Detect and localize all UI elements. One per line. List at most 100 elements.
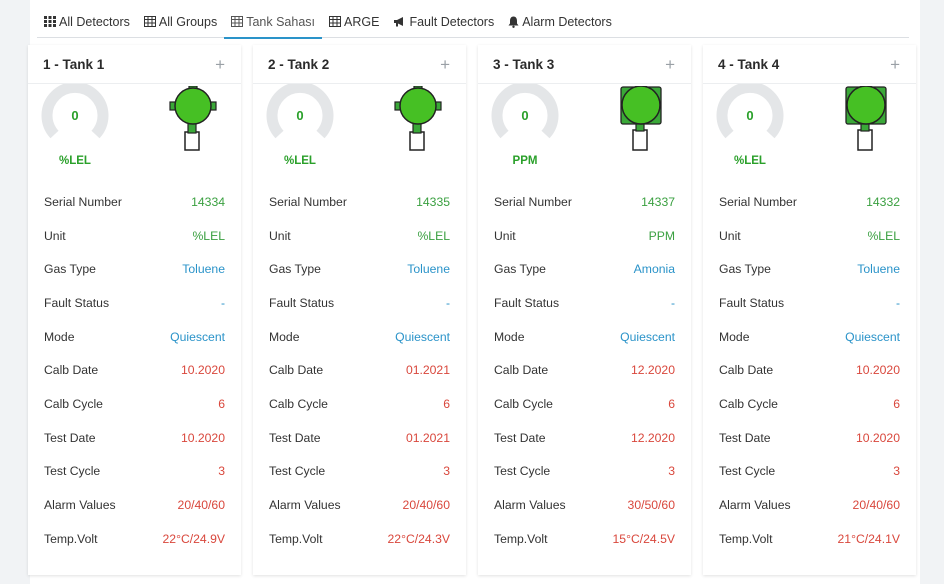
row-unit: Unit %LEL xyxy=(269,219,450,253)
row-gas-type: Gas Type Toluene xyxy=(44,252,225,286)
calb-cycle-value: 6 xyxy=(443,396,450,411)
calb-cycle-label: Calb Cycle xyxy=(494,396,553,411)
row-serial-number: Serial Number 14334 xyxy=(44,185,225,219)
serial-number-label: Serial Number xyxy=(494,194,572,209)
serial-number-label: Serial Number xyxy=(269,194,347,209)
row-calb-date: Calb Date 12.2020 xyxy=(494,353,675,387)
bell-icon xyxy=(508,16,519,28)
test-cycle-label: Test Cycle xyxy=(269,464,326,479)
tab-label: Tank Sahası xyxy=(246,14,316,29)
serial-number-value: 14335 xyxy=(416,194,450,209)
detector-properties: Serial Number 14332 Unit %LEL Gas Type Toluen… xyxy=(703,185,916,556)
test-cycle-value: 3 xyxy=(218,464,225,479)
gauge-unit: PPM xyxy=(512,155,538,167)
table-icon xyxy=(329,16,342,27)
calb-date-label: Calb Date xyxy=(269,363,324,378)
temp-volt-label: Temp.Volt xyxy=(719,531,773,546)
gauge-icon xyxy=(716,84,784,139)
row-gas-type: Gas Type Toluene xyxy=(269,252,450,286)
row-calb-date: Calb Date 01.2021 xyxy=(269,353,450,387)
detector-card-2: 2 - Tank 2 + 0 %LEL Serial Number 14335 Un… xyxy=(253,45,466,575)
test-date-label: Test Date xyxy=(44,430,96,445)
test-date-value: 10.2020 xyxy=(855,430,900,445)
temp-volt-value: 22°C/24.3V xyxy=(387,531,450,546)
detector-card-1: 1 - Tank 1 + 0 %LEL Serial Number 14334 Un… xyxy=(28,45,241,575)
gauge-unit: %LEL xyxy=(59,155,91,167)
gas-sensor-icon xyxy=(618,85,668,157)
gauge-value: 0 xyxy=(746,108,754,123)
alarm-values-value: 20/40/60 xyxy=(177,498,225,513)
tab-alarm-detectors[interactable]: Alarm Detectors xyxy=(501,6,619,37)
detector-properties: Serial Number 14334 Unit %LEL Gas Type Toluen… xyxy=(28,185,241,556)
calb-date-value: 01.2021 xyxy=(405,363,450,378)
row-mode: Mode Quiescent xyxy=(44,320,225,354)
bullhorn-icon xyxy=(394,17,404,27)
tab-all-groups[interactable]: All Groups xyxy=(137,6,224,37)
temp-volt-value: 21°C/24.1V xyxy=(837,531,900,546)
unit-value: %LEL xyxy=(417,228,450,243)
row-serial-number: Serial Number 14332 xyxy=(719,185,900,219)
mode-label: Mode xyxy=(719,329,750,344)
expand-plus-icon[interactable]: + xyxy=(665,54,675,74)
temp-volt-label: Temp.Volt xyxy=(269,531,323,546)
detector-card-3: 3 - Tank 3 + 0 PPM Serial Number 14337 Uni… xyxy=(478,45,691,575)
row-alarm-values: Alarm Values 20/40/60 xyxy=(269,488,450,522)
row-fault-status: Fault Status - xyxy=(269,286,450,320)
tab-arge[interactable]: ARGE xyxy=(322,6,386,37)
alarm-values-value: 20/40/60 xyxy=(852,498,900,513)
alarm-values-label: Alarm Values xyxy=(494,498,566,513)
tab-all-detectors[interactable]: All Detectors xyxy=(37,6,137,37)
gas-type-value: Amonia xyxy=(633,262,675,277)
fault-status-value: - xyxy=(895,295,900,310)
calb-date-label: Calb Date xyxy=(719,363,774,378)
mode-value: Quiescent xyxy=(170,329,225,344)
expand-plus-icon[interactable]: + xyxy=(215,54,225,74)
test-cycle-value: 3 xyxy=(668,464,675,479)
gauge-value: 0 xyxy=(296,108,304,123)
row-calb-date: Calb Date 10.2020 xyxy=(719,353,900,387)
test-date-label: Test Date xyxy=(269,430,321,445)
row-calb-cycle: Calb Cycle 6 xyxy=(719,387,900,421)
gauge-value: 0 xyxy=(71,108,79,123)
gas-type-value: Toluene xyxy=(182,262,225,277)
row-fault-status: Fault Status - xyxy=(494,286,675,320)
card-header: 2 - Tank 2 + xyxy=(253,45,466,84)
detector-properties: Serial Number 14335 Unit %LEL Gas Type Toluen… xyxy=(253,185,466,556)
expand-plus-icon[interactable]: + xyxy=(890,54,900,74)
alarm-values-label: Alarm Values xyxy=(269,498,341,513)
row-calb-cycle: Calb Cycle 6 xyxy=(494,387,675,421)
row-temp-volt: Temp.Volt 22°C/24.9V xyxy=(44,522,225,556)
table-icon xyxy=(143,16,156,27)
calb-cycle-label: Calb Cycle xyxy=(719,396,778,411)
unit-label: Unit xyxy=(719,228,741,243)
test-cycle-label: Test Cycle xyxy=(44,464,101,479)
expand-plus-icon[interactable]: + xyxy=(440,54,450,74)
alarm-values-value: 20/40/60 xyxy=(402,498,450,513)
row-test-date: Test Date 10.2020 xyxy=(719,421,900,455)
unit-label: Unit xyxy=(269,228,291,243)
row-fault-status: Fault Status - xyxy=(44,286,225,320)
row-test-cycle: Test Cycle 3 xyxy=(719,455,900,489)
calb-cycle-value: 6 xyxy=(218,396,225,411)
row-serial-number: Serial Number 14337 xyxy=(494,185,675,219)
gas-sensor-icon xyxy=(843,85,893,157)
row-fault-status: Fault Status - xyxy=(719,286,900,320)
calb-date-value: 12.2020 xyxy=(630,363,675,378)
calb-cycle-label: Calb Cycle xyxy=(269,396,328,411)
gauge-icon xyxy=(41,84,109,139)
gas-sensor-icon xyxy=(393,85,443,157)
alarm-values-value: 30/50/60 xyxy=(627,498,675,513)
temp-volt-value: 15°C/24.5V xyxy=(612,531,675,546)
row-serial-number: Serial Number 14335 xyxy=(269,185,450,219)
fault-status-value: - xyxy=(220,295,225,310)
row-test-date: Test Date 12.2020 xyxy=(494,421,675,455)
tab-fault-detectors[interactable]: Fault Detectors xyxy=(386,6,501,37)
row-test-cycle: Test Cycle 3 xyxy=(269,455,450,489)
row-unit: Unit %LEL xyxy=(44,219,225,253)
gas-type-label: Gas Type xyxy=(269,262,321,277)
row-calb-date: Calb Date 10.2020 xyxy=(44,353,225,387)
tab-tank-sahasi[interactable]: Tank Sahası xyxy=(224,6,323,39)
row-temp-volt: Temp.Volt 21°C/24.1V xyxy=(719,522,900,556)
mode-value: Quiescent xyxy=(395,329,450,344)
calb-date-label: Calb Date xyxy=(44,363,99,378)
